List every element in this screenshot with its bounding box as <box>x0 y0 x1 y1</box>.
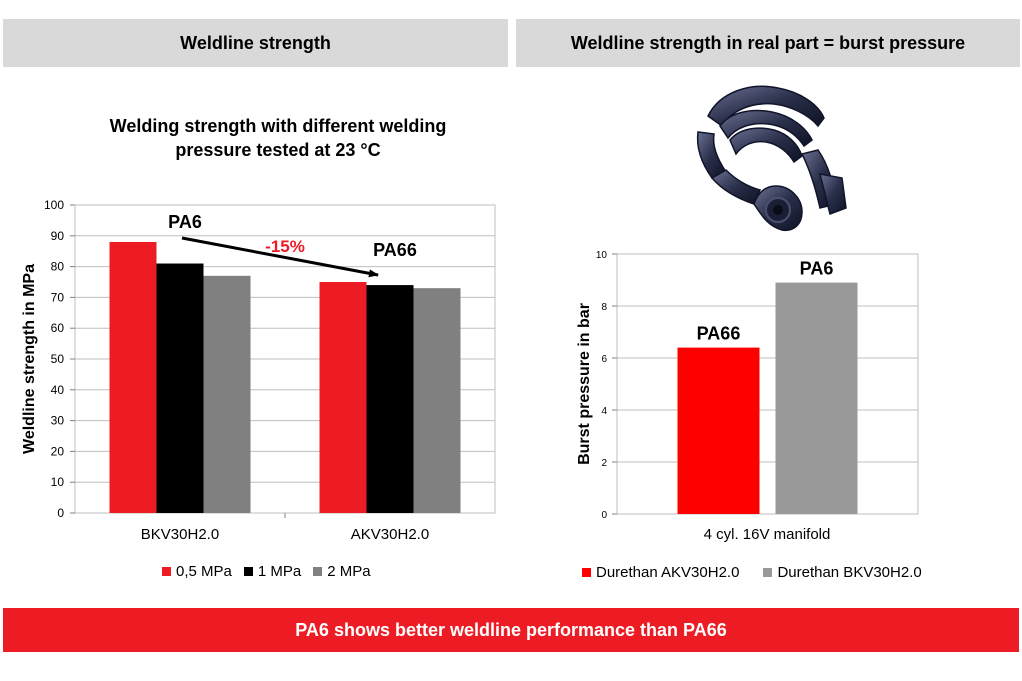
left-y-tick-labels: 0 10 20 30 40 50 60 70 80 90 100 <box>44 198 64 520</box>
conclusion-text: PA6 shows better weldline performance th… <box>295 619 727 640</box>
legend-swatch-red <box>582 568 591 577</box>
left-y-tick-label: 30 <box>51 414 65 428</box>
legend-label-akv: Durethan AKV30H2.0 <box>596 564 740 581</box>
legend-label-series-1: 0,5 MPa <box>176 563 232 580</box>
legend-item-series-2: 1 MPa <box>243 563 302 580</box>
bar-AKV30H2.0-0-5-MPa <box>319 282 367 513</box>
left-y-tick-label: 100 <box>44 198 64 212</box>
right-y-tick-label: 0 <box>601 510 607 521</box>
legend-item-akv: Durethan AKV30H2.0 <box>582 564 739 581</box>
right-gridlines <box>612 253 918 515</box>
group2-annotation: PA66 <box>373 240 417 260</box>
bar-BKV30H2.0-0-5-MPa <box>109 241 157 513</box>
left-panel-header-text: Weldline strength <box>180 32 331 53</box>
left-x-tick-labels: BKV30H2.0 AKV30H2.0 <box>141 526 429 543</box>
bar-label-PA66: PA66 <box>697 324 741 344</box>
right-y-tick-label: 10 <box>596 250 608 261</box>
left-chart-title-line-2: pressure tested at 23 °C <box>175 140 381 160</box>
legend-label-series-3: 2 MPa <box>327 563 371 580</box>
left-y-tick-label: 50 <box>51 352 65 366</box>
group1-annotation: PA6 <box>168 212 202 232</box>
legend-swatch-gray <box>763 568 773 577</box>
left-x-tick-label: AKV30H2.0 <box>351 526 429 543</box>
left-y-axis-title: Weldline strength in MPa <box>21 264 38 454</box>
left-chart-title: Welding strength with different welding … <box>30 114 526 162</box>
legend-swatch-gray <box>313 567 323 576</box>
bar-Durethan-BKV30H2.0 <box>775 282 858 514</box>
legend-item-series-3: 2 MPa <box>313 563 371 580</box>
decrease-arrow <box>181 236 379 278</box>
left-y-tick-label: 40 <box>51 383 65 397</box>
legend-label-bkv: Durethan BKV30H2.0 <box>777 564 922 581</box>
left-y-tick-label: 70 <box>51 290 65 304</box>
right-panel-header: Weldline strength in real part = burst p… <box>516 19 1020 67</box>
right-y-tick-label: 8 <box>601 302 607 313</box>
bar-Durethan-AKV30H2.0 <box>677 347 760 514</box>
legend-label-series-2: 1 MPa <box>257 563 302 580</box>
right-y-tick-labels: 0 2 4 6 8 10 <box>596 250 608 521</box>
left-y-tick-label: 10 <box>51 475 65 489</box>
right-y-tick-label: 6 <box>601 354 607 365</box>
right-plot-area <box>616 253 919 515</box>
bar-BKV30H2.0-1-MPa <box>156 263 204 513</box>
legend-item-series-1: 0,5 MPa <box>162 563 232 580</box>
left-y-tick-label: 0 <box>57 506 64 520</box>
legend-swatch-red <box>162 567 171 576</box>
legend-item-bkv: Durethan BKV30H2.0 <box>763 564 922 581</box>
left-bars <box>109 241 461 513</box>
left-chart-title-line-1: Welding strength with different welding <box>109 116 447 136</box>
intake-manifold-photo <box>696 85 847 232</box>
left-y-tick-label: 90 <box>51 229 65 243</box>
change-annotation: -15% <box>265 237 305 256</box>
right-legend: Durethan AKV30H2.0 Durethan BKV30H2.0 <box>582 564 934 581</box>
right-y-tick-label: 4 <box>601 406 607 417</box>
bar-AKV30H2.0-1-MPa <box>366 285 414 513</box>
bar-label-PA6: PA6 <box>800 259 834 279</box>
right-y-tick-label: 2 <box>601 458 607 469</box>
right-panel-header-text: Weldline strength in real part = burst p… <box>570 32 966 53</box>
legend-swatch-black <box>243 567 253 576</box>
left-panel-header: Weldline strength <box>3 19 508 67</box>
left-y-tick-label: 80 <box>51 260 65 274</box>
left-legend: 0,5 MPa 1 MPa 2 MPa <box>162 563 383 580</box>
bar-BKV30H2.0-2-MPa <box>203 275 251 513</box>
right-y-axis-title: Burst pressure in bar <box>576 303 593 465</box>
left-y-tick-label: 20 <box>51 444 65 458</box>
left-x-tick-label: BKV30H2.0 <box>141 526 219 543</box>
right-x-tick-label: 4 cyl. 16V manifold <box>704 526 831 543</box>
bar-AKV30H2.0-2-MPa <box>413 288 461 513</box>
left-y-tick-label: 60 <box>51 321 65 335</box>
right-bars: PA66 PA6 <box>677 259 858 514</box>
conclusion-banner: PA6 shows better weldline performance th… <box>3 608 1019 652</box>
